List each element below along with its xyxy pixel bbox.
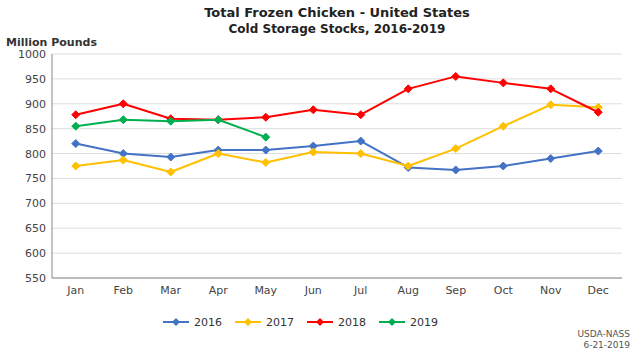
point	[119, 116, 127, 124]
point	[72, 140, 80, 148]
legend-marker	[244, 318, 252, 326]
x-tick-label: Apr	[209, 284, 229, 297]
y-tick-label: 750	[25, 172, 46, 185]
grid-line	[52, 103, 622, 104]
x-tick-label: Sep	[445, 284, 466, 297]
point	[119, 100, 127, 108]
subtitle: Cold Storage Stocks, 2016-2019	[229, 22, 446, 36]
grid-line	[52, 128, 622, 129]
legend-label: 2019	[410, 316, 438, 329]
point	[357, 150, 365, 158]
point	[499, 122, 507, 130]
y-tick-label: 900	[25, 98, 46, 111]
grid-line	[52, 54, 622, 55]
y-tick-label: 550	[25, 272, 46, 285]
grid-line	[52, 278, 622, 279]
y-tick-label: 600	[25, 247, 46, 260]
series-line	[76, 76, 599, 119]
x-tick-label: Dec	[588, 284, 609, 297]
x-tick-label: Aug	[398, 284, 419, 297]
point	[404, 162, 412, 170]
legend-marker	[316, 318, 324, 326]
x-tick-label: Jan	[66, 284, 84, 297]
legend-label: 2018	[338, 316, 366, 329]
y-tick-label: 800	[25, 148, 46, 161]
plot-area	[72, 72, 603, 176]
point	[594, 147, 602, 155]
annotation: USDA-NASS6-21-2019	[577, 329, 630, 350]
grid-line	[52, 178, 622, 179]
point	[547, 155, 555, 163]
point	[167, 168, 175, 176]
y-tick-label: 850	[25, 123, 46, 136]
point	[167, 117, 175, 125]
point	[262, 113, 270, 121]
point	[214, 116, 222, 124]
chart: Total Frozen Chicken - United States Cold…	[0, 0, 640, 356]
point	[309, 148, 317, 156]
x-tick-label: May	[254, 284, 277, 297]
x-tick-label: Oct	[494, 284, 514, 297]
legend-label: 2017	[266, 316, 294, 329]
point	[72, 111, 80, 119]
point	[452, 72, 460, 80]
point	[547, 101, 555, 109]
point	[357, 111, 365, 119]
series-line	[76, 141, 599, 170]
point	[309, 106, 317, 114]
point	[167, 153, 175, 161]
legend-label: 2016	[194, 316, 222, 329]
series-line	[76, 105, 599, 172]
y-tick-label: 650	[25, 222, 46, 235]
legend: 2016 2017 2018 2019	[163, 316, 438, 329]
x-tick-label: Feb	[114, 284, 133, 297]
point	[214, 150, 222, 158]
point	[262, 146, 270, 154]
title: Total Frozen Chicken - United States	[204, 5, 470, 20]
legend-marker	[172, 318, 180, 326]
point	[357, 137, 365, 145]
point	[404, 85, 412, 93]
point	[214, 116, 222, 124]
x-tick-label: Nov	[540, 284, 562, 297]
point	[594, 108, 602, 116]
point	[72, 162, 80, 170]
x-tick-label: Jun	[304, 284, 322, 297]
x-tick-label: Jul	[353, 284, 367, 297]
y-tick-label: 1000	[18, 48, 46, 61]
grid-line	[52, 78, 622, 79]
point	[262, 159, 270, 167]
point	[499, 162, 507, 170]
y-axis-line	[52, 54, 53, 278]
grid-line	[52, 203, 622, 204]
point	[72, 122, 80, 130]
point	[262, 133, 270, 141]
y-tick-label: 700	[25, 197, 46, 210]
point	[452, 166, 460, 174]
grid	[52, 54, 622, 278]
point	[499, 79, 507, 87]
point	[119, 156, 127, 164]
y-tick-label: 950	[25, 73, 46, 86]
x-tick-label: Mar	[160, 284, 181, 297]
point	[452, 145, 460, 153]
legend-marker	[388, 318, 396, 326]
grid-line	[52, 228, 622, 229]
point	[547, 85, 555, 93]
x-axis-line	[52, 278, 622, 279]
grid-line	[52, 253, 622, 254]
